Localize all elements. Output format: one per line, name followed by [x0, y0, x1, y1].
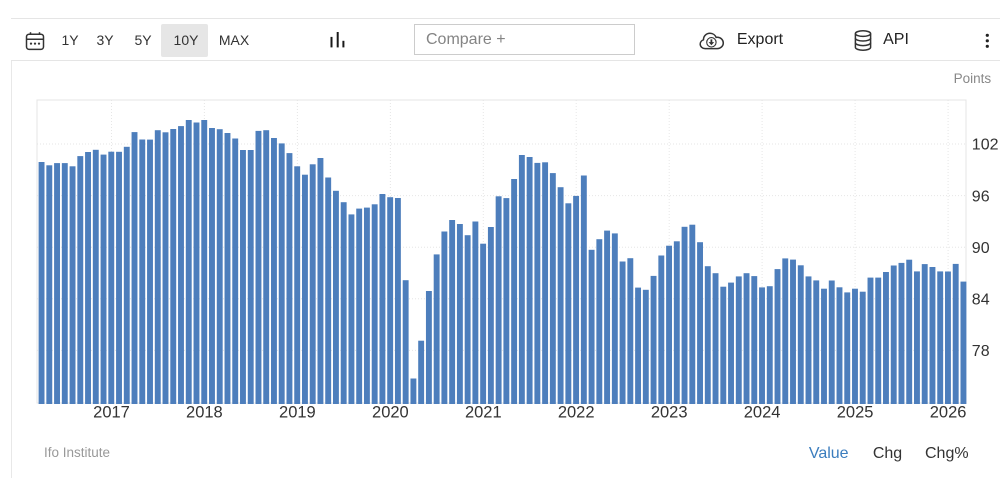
svg-text:2021: 2021	[465, 404, 502, 422]
svg-text:78: 78	[972, 343, 990, 360]
svg-text:2022: 2022	[558, 404, 595, 422]
svg-text:2017: 2017	[93, 404, 130, 422]
svg-text:2024: 2024	[744, 404, 781, 422]
svg-text:2019: 2019	[279, 404, 316, 422]
svg-text:Points: Points	[954, 71, 992, 86]
svg-text:90: 90	[972, 240, 990, 257]
svg-text:Ifo Institute: Ifo Institute	[44, 445, 110, 460]
svg-text:Value: Value	[809, 445, 849, 462]
svg-text:102: 102	[972, 137, 999, 154]
svg-text:2025: 2025	[837, 404, 874, 422]
svg-text:2018: 2018	[186, 404, 223, 422]
svg-text:2020: 2020	[372, 404, 409, 422]
svg-text:84: 84	[972, 292, 990, 309]
svg-text:2026: 2026	[930, 404, 967, 422]
svg-text:Chg%: Chg%	[925, 445, 969, 462]
svg-text:2023: 2023	[651, 404, 688, 422]
svg-text:Chg: Chg	[873, 445, 902, 462]
svg-text:96: 96	[972, 188, 990, 205]
